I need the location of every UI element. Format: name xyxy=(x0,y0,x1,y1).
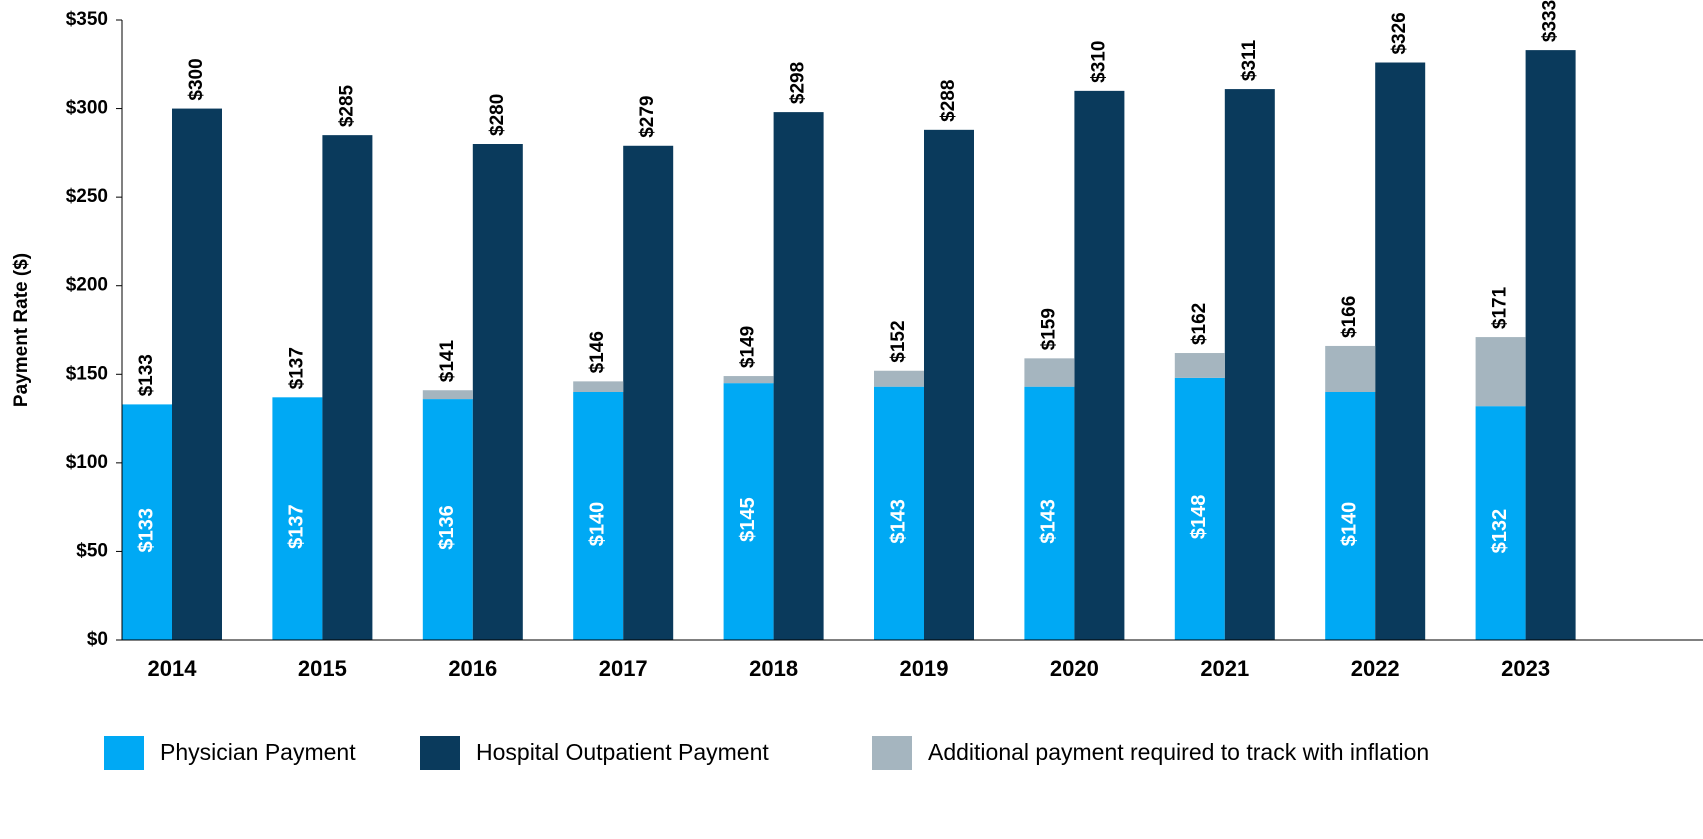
bar xyxy=(122,404,172,640)
bar xyxy=(1024,386,1075,640)
bar xyxy=(472,144,523,640)
bar-label: $132 xyxy=(1489,509,1511,554)
bar-label: $311 xyxy=(1239,39,1260,81)
bar xyxy=(723,383,774,640)
bar xyxy=(1375,62,1426,641)
x-tick-label: 2015 xyxy=(298,656,347,681)
y-tick-label: $50 xyxy=(76,540,108,561)
bar-label: $298 xyxy=(788,62,809,104)
bar-label: $143 xyxy=(1038,499,1060,544)
total-label: $159 xyxy=(1038,308,1059,350)
x-tick-label: 2023 xyxy=(1501,656,1550,681)
total-label: $146 xyxy=(587,331,608,373)
y-tick-label: $250 xyxy=(66,186,108,207)
y-tick-label: $350 xyxy=(66,9,108,30)
total-label: $149 xyxy=(738,326,759,368)
y-tick-label: $200 xyxy=(66,275,108,296)
bar xyxy=(422,390,473,400)
bar-label: $137 xyxy=(286,504,308,549)
bar-label: $136 xyxy=(436,505,458,550)
y-axis-label: Payment Rate ($) xyxy=(11,253,32,407)
total-label: $137 xyxy=(286,347,307,389)
bar-label: $333 xyxy=(1540,0,1561,42)
bar-label: $279 xyxy=(637,95,658,137)
x-tick-label: 2016 xyxy=(448,656,497,681)
bar xyxy=(1074,90,1125,641)
total-label: $162 xyxy=(1189,303,1210,345)
total-label: $166 xyxy=(1339,296,1360,338)
total-label: $152 xyxy=(888,320,909,362)
bar xyxy=(924,129,974,641)
y-tick-label: $100 xyxy=(66,452,108,473)
x-tick-label: 2022 xyxy=(1351,656,1400,681)
bar-label: $326 xyxy=(1389,12,1410,54)
legend-swatch xyxy=(104,736,144,770)
x-tick-label: 2021 xyxy=(1200,656,1249,681)
bar-label: $140 xyxy=(1338,502,1360,547)
bar xyxy=(1224,89,1275,641)
bar xyxy=(874,386,924,640)
total-label: $141 xyxy=(437,340,458,383)
bar xyxy=(623,145,674,640)
bar-label: $300 xyxy=(186,58,207,100)
bar-label: $133 xyxy=(135,508,157,553)
bar xyxy=(272,397,323,640)
total-label: $171 xyxy=(1490,286,1511,329)
legend-label: Hospital Outpatient Payment xyxy=(476,739,769,765)
bar xyxy=(573,381,624,392)
x-tick-label: 2017 xyxy=(599,656,648,681)
bar xyxy=(1475,337,1526,407)
legend-swatch xyxy=(420,736,460,770)
bar-label: $280 xyxy=(487,94,508,136)
bar xyxy=(723,376,774,384)
bar-label: $288 xyxy=(938,80,959,122)
bar-label: $310 xyxy=(1088,41,1109,83)
bar xyxy=(573,392,624,640)
x-tick-label: 2019 xyxy=(900,656,949,681)
bar xyxy=(1475,406,1526,640)
x-tick-label: 2014 xyxy=(148,656,198,681)
bar xyxy=(322,135,373,640)
bar xyxy=(1024,358,1075,387)
legend-label: Additional payment required to track wit… xyxy=(928,739,1429,765)
bar-label: $140 xyxy=(586,502,608,547)
bar xyxy=(1174,353,1225,378)
bar-label: $285 xyxy=(336,84,357,127)
y-tick-label: $0 xyxy=(87,629,108,650)
legend-swatch xyxy=(872,736,912,770)
bar xyxy=(1525,50,1576,641)
bar xyxy=(1325,392,1376,640)
legend-label: Physician Payment xyxy=(160,739,356,765)
bar xyxy=(172,108,222,641)
total-label: $133 xyxy=(136,354,157,396)
bar xyxy=(773,112,824,641)
bar-label: $143 xyxy=(887,499,909,544)
bar xyxy=(422,399,473,640)
x-tick-label: 2020 xyxy=(1050,656,1099,681)
bar xyxy=(1174,377,1225,640)
bar xyxy=(1325,345,1376,392)
bar xyxy=(874,370,924,387)
bar-label: $148 xyxy=(1188,495,1210,540)
y-tick-label: $150 xyxy=(66,363,108,384)
y-tick-label: $300 xyxy=(66,98,108,119)
x-tick-label: 2018 xyxy=(749,656,798,681)
bar-label: $145 xyxy=(737,497,759,542)
